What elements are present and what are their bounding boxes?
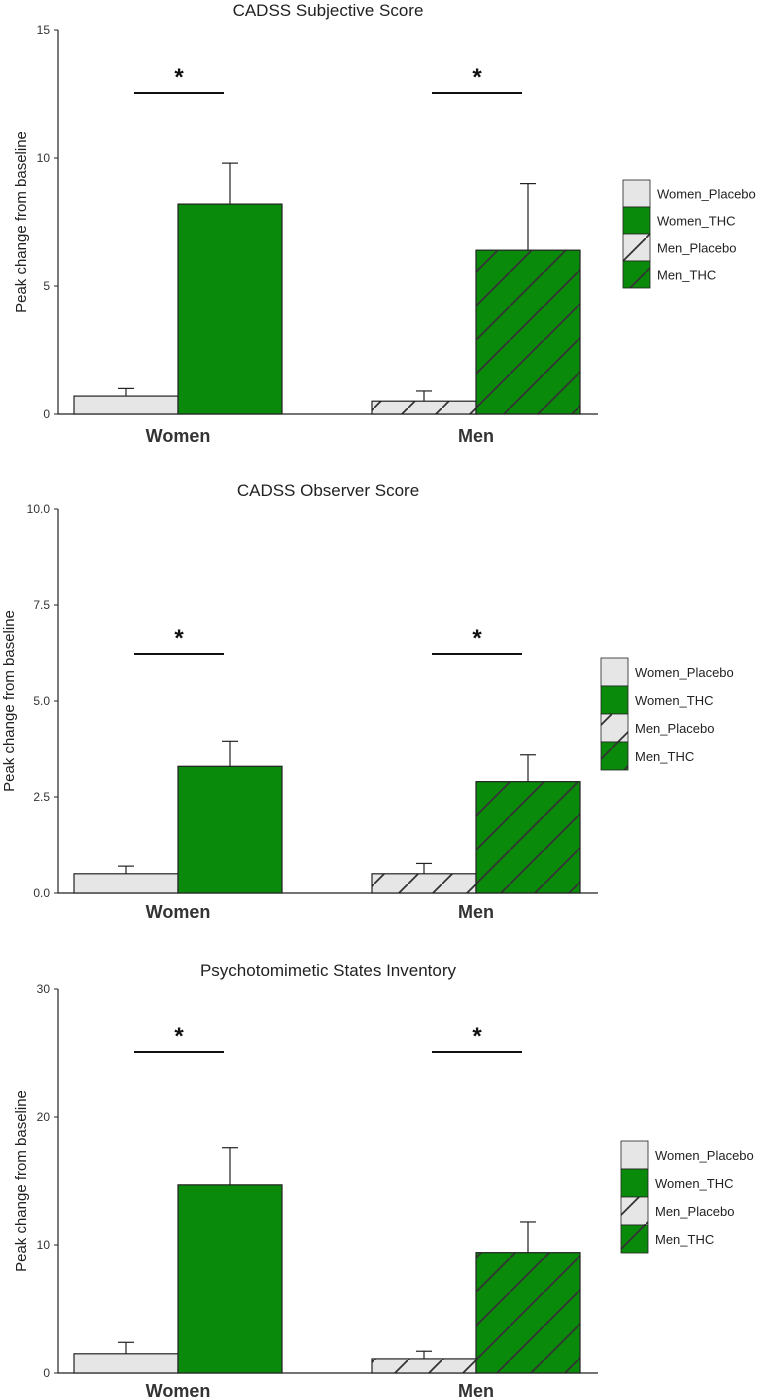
y-tick-label: 20: [37, 1110, 51, 1124]
bar-men-thc: [475, 1252, 581, 1374]
legend-label: Men_Placebo: [657, 241, 737, 256]
y-tick-label: 5.0: [33, 694, 50, 708]
y-axis-label: Peak change from baseline: [1, 610, 18, 792]
chart-title: CADSS Observer Score: [237, 481, 419, 500]
legend-swatch-women-thc: [600, 685, 629, 715]
legend-label: Women_Placebo: [655, 1148, 754, 1163]
legend: Women_Placebo Women_THC Men_Placebo Men_THC: [600, 657, 734, 771]
significance-star: *: [174, 625, 184, 652]
x-category-label-men: Men: [458, 902, 494, 922]
legend-label: Women_Placebo: [657, 187, 756, 202]
bar-men-thc: [475, 249, 581, 415]
x-category-label-men: Men: [458, 1381, 494, 1400]
legend: Women_Placebo Women_THC Men_Placebo Men_THC: [620, 1140, 754, 1254]
legend-label: Women_THC: [655, 1176, 734, 1191]
legend-label: Men_THC: [657, 268, 716, 283]
chart-3: Psychotomimetic States Inventory Peak cha…: [13, 961, 754, 1400]
legend-swatch-men-placebo: [622, 233, 651, 262]
y-tick-label: 7.5: [33, 598, 50, 612]
bar-men-placebo: [371, 1358, 477, 1374]
x-category-label-women: Women: [146, 426, 211, 446]
bar-men-placebo: [371, 873, 477, 894]
legend-swatch-men-placebo: [620, 1196, 649, 1226]
legend-label: Women_Placebo: [635, 665, 734, 680]
bar-women-placebo: [73, 1353, 179, 1374]
x-category-label-men: Men: [458, 426, 494, 446]
y-tick-label: 15: [37, 23, 51, 37]
y-axis-label: Peak change from baseline: [13, 1090, 30, 1272]
bar-women-placebo: [73, 395, 179, 415]
bar-men-placebo: [371, 400, 477, 415]
legend-label: Women_THC: [635, 693, 714, 708]
legend-swatch-women-thc: [620, 1168, 649, 1198]
y-tick-label: 10: [37, 1238, 51, 1252]
bar-women-thc: [177, 765, 283, 894]
y-tick-label: 0.0: [33, 886, 50, 900]
legend-label: Men_THC: [635, 749, 694, 764]
legend-label: Men_THC: [655, 1232, 714, 1247]
significance-star: *: [472, 625, 482, 652]
legend-swatch-women-thc: [622, 206, 651, 235]
bar-women-placebo: [73, 873, 179, 894]
y-axis-label: Peak change from baseline: [13, 131, 30, 313]
bar-men-thc: [475, 781, 581, 894]
legend-label: Women_THC: [657, 214, 736, 229]
y-tick-label: 10.0: [27, 502, 51, 516]
legend-label: Men_Placebo: [655, 1204, 735, 1219]
y-tick-label: 30: [37, 982, 51, 996]
significance-star: *: [472, 64, 482, 91]
legend-swatch-men-thc: [620, 1224, 649, 1254]
chart-2: CADSS Observer Score Peak change from bas…: [1, 481, 734, 922]
legend-swatch-women-placebo: [620, 1140, 649, 1170]
significance-star: *: [174, 64, 184, 91]
y-tick-label: 0: [43, 1366, 50, 1380]
legend-swatch-men-placebo: [600, 713, 629, 743]
legend: Women_Placebo Women_THC Men_Placebo Men_THC: [622, 179, 756, 289]
y-tick-label: 10: [37, 151, 51, 165]
chart-title: Psychotomimetic States Inventory: [200, 961, 457, 980]
significance-star: *: [174, 1023, 184, 1050]
bar-women-thc: [177, 203, 283, 415]
legend-swatch-men-thc: [600, 741, 629, 771]
chart-1: CADSS Subjective Score Peak change from b…: [13, 1, 756, 446]
legend-label: Men_Placebo: [635, 721, 715, 736]
legend-swatch-women-placebo: [622, 179, 651, 208]
y-tick-label: 0: [43, 407, 50, 421]
legend-swatch-women-placebo: [600, 657, 629, 687]
significance-star: *: [472, 1023, 482, 1050]
x-category-label-women: Women: [146, 1381, 211, 1400]
legend-swatch-men-thc: [622, 260, 651, 289]
bar-women-thc: [177, 1184, 283, 1374]
chart-title: CADSS Subjective Score: [233, 1, 424, 20]
y-tick-label: 2.5: [33, 790, 50, 804]
x-category-label-women: Women: [146, 902, 211, 922]
y-tick-label: 5: [43, 279, 50, 293]
